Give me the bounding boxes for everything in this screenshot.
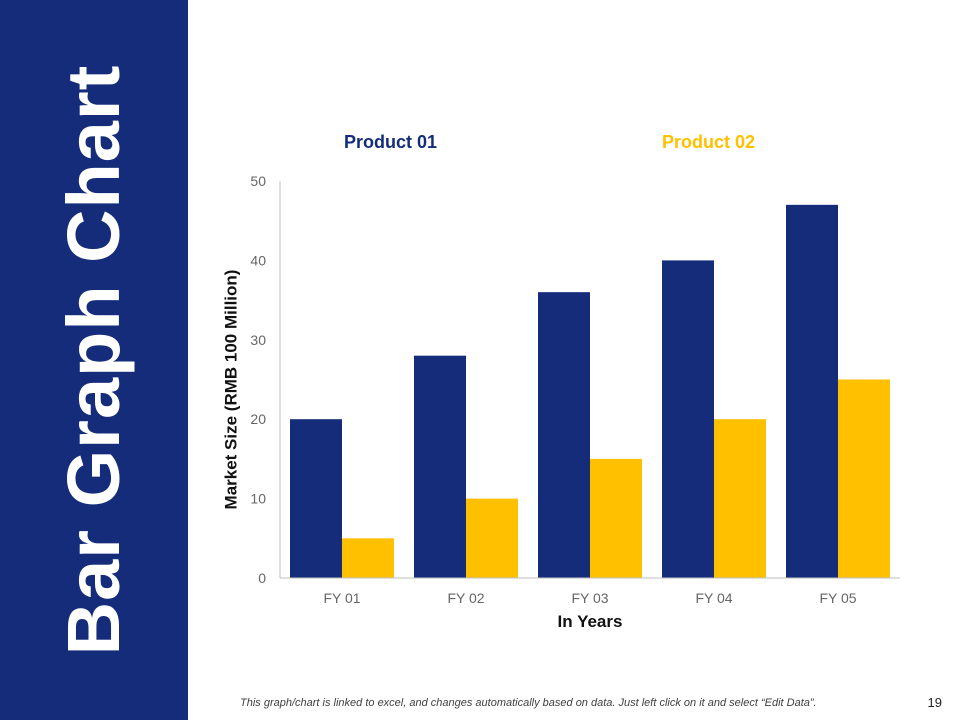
bar-series-1-fy-02: [414, 355, 466, 578]
bar-series-1-fy-01: [290, 419, 342, 578]
legend-product-01: Product 01: [344, 132, 438, 152]
x-tick-label: FY 02: [447, 590, 484, 606]
bar-series-1-fy-04: [662, 260, 714, 578]
footer-note: This graph/chart is linked to excel, and…: [240, 697, 817, 709]
bar-series-2-fy-01: [342, 538, 394, 578]
x-tick-label: FY 04: [695, 590, 732, 606]
y-tick-label: 0: [258, 570, 266, 586]
legend-product-02: Product 02: [662, 132, 756, 152]
x-tick-label: FY 01: [323, 590, 360, 606]
bar-series-2-fy-02: [466, 498, 518, 578]
y-axis-title: Market Size (RMB 100 Million): [221, 270, 240, 510]
bar-series-1-fy-03: [538, 292, 590, 578]
y-tick-label: 20: [250, 411, 266, 427]
y-tick-label: 10: [250, 491, 266, 507]
y-tick-label: 40: [250, 252, 266, 268]
y-tick-label: 50: [250, 173, 266, 189]
title-sidebar: Bar Graph Chart: [0, 0, 188, 720]
x-axis-title: In Years: [558, 612, 623, 631]
x-tick-label: FY 03: [571, 590, 608, 606]
x-tick-label: FY 05: [819, 590, 856, 606]
bar-series-2-fy-05: [838, 379, 890, 578]
bar-series-2-fy-04: [714, 419, 766, 578]
y-tick-label: 30: [250, 332, 266, 348]
bar-series-1-fy-05: [786, 204, 838, 578]
bar-series-2-fy-03: [590, 458, 642, 578]
page-number: 19: [927, 695, 942, 710]
